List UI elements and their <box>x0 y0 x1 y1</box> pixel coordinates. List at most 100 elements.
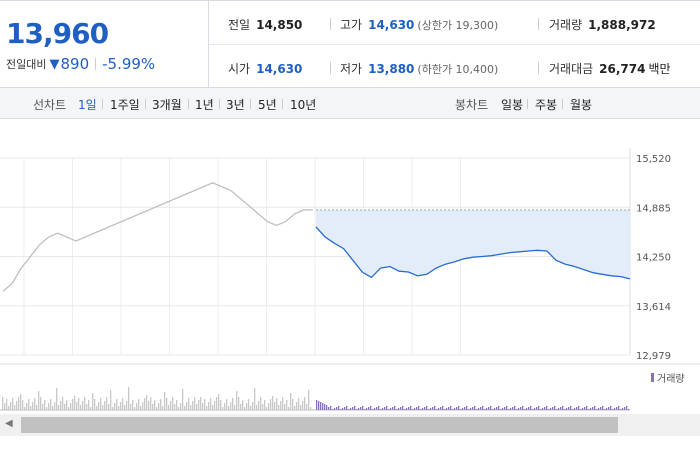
divider <box>102 99 103 109</box>
scroll-thumb[interactable] <box>21 417 618 433</box>
volume-bar <box>546 406 548 410</box>
volume-bar <box>216 397 218 410</box>
volume-bar <box>534 408 536 410</box>
volume-bar <box>96 406 98 410</box>
volume-bar <box>600 407 602 410</box>
volume-bar <box>568 407 570 410</box>
volume-bar <box>616 407 618 410</box>
volume-bar <box>188 398 190 410</box>
price-box: 13,960 전일대비 ▼ 890 -5.99% <box>0 1 209 87</box>
amount-stat: 거래대금 26,774 백만 <box>549 60 671 77</box>
volume-bar <box>224 403 226 410</box>
volume-bar <box>28 399 30 410</box>
volume-bar <box>504 407 506 410</box>
volume-bar <box>332 409 334 410</box>
tab-3m[interactable]: 3개월 <box>152 98 182 112</box>
volume-bar <box>566 408 568 410</box>
tab-10y[interactable]: 10년 <box>290 98 317 112</box>
volume-bar <box>2 397 4 410</box>
volume-bar <box>484 409 486 410</box>
volume-bar <box>32 402 34 410</box>
volume-bar <box>78 398 80 410</box>
volume-bar <box>172 397 174 410</box>
tab-3y[interactable]: 3년 <box>226 98 245 112</box>
volume-bar <box>524 409 526 410</box>
volume-bar <box>486 408 488 410</box>
scroll-left-icon[interactable]: ◀ <box>5 418 13 429</box>
volume-bar <box>294 406 296 410</box>
amount-unit: 백만 <box>648 62 671 76</box>
volume-bar <box>180 403 182 410</box>
volume-bar <box>120 402 122 410</box>
volume-bar <box>316 400 318 410</box>
divider <box>330 18 331 30</box>
volume-bar <box>226 399 228 410</box>
volume-bar <box>296 402 298 410</box>
prev-close-stat: 전일 14,850 <box>228 16 302 33</box>
volume-bar <box>462 408 464 410</box>
chart-tabs: 선차트 1일 1주일 3개월 1년 3년 5년 10년 봉차트 일봉 주봉 월봉 <box>0 88 700 119</box>
volume-bar <box>238 397 240 410</box>
volume-bar <box>590 408 592 410</box>
volume-bar <box>344 407 346 410</box>
volume-bar <box>610 406 612 410</box>
volume-bar <box>76 402 78 410</box>
volume-bar <box>384 407 386 410</box>
volume-bar <box>112 407 114 410</box>
tab-1d[interactable]: 1일 <box>78 98 97 112</box>
volume-bar <box>54 402 56 410</box>
volume-bar <box>236 391 238 410</box>
volume-bar <box>472 407 474 410</box>
volume-bar <box>458 406 460 410</box>
volume-bar <box>178 407 180 410</box>
volume-bar <box>422 408 424 410</box>
volume-bar <box>360 407 362 410</box>
volume-bar <box>614 408 616 410</box>
volume-bar <box>356 409 358 410</box>
volume-bar <box>580 409 582 410</box>
volume-bar <box>488 407 490 410</box>
volume-bar <box>26 403 28 410</box>
volume-bar <box>60 401 62 410</box>
volume-bar <box>428 409 430 410</box>
volume-bar <box>338 406 340 410</box>
volume-bar <box>628 409 630 410</box>
volume-bar <box>478 408 480 410</box>
volume-bar <box>512 407 514 410</box>
change-percent: -5.99% <box>102 55 156 73</box>
volume-bar <box>300 405 302 410</box>
volume-bar <box>558 408 560 410</box>
chart-scrollbar[interactable]: ◀ <box>0 414 700 436</box>
lower-limit: (하한가 10,400) <box>417 63 499 76</box>
stats-divider <box>208 44 700 45</box>
volume-bar <box>482 406 484 410</box>
tab-monthly[interactable]: 월봉 <box>570 98 593 112</box>
open-value: 14,630 <box>256 62 303 76</box>
volume-bar <box>90 407 92 410</box>
volume-bar <box>350 408 352 410</box>
volume-bar <box>444 409 446 410</box>
volume-bar <box>330 406 332 410</box>
volume-bar <box>528 407 530 410</box>
volume-bar <box>222 407 224 410</box>
volume-bar <box>92 393 94 410</box>
tab-1y[interactable]: 1년 <box>195 98 214 112</box>
tab-daily[interactable]: 일봉 <box>501 98 524 112</box>
volume-bar <box>198 400 200 410</box>
volume-bar <box>146 395 148 410</box>
tab-1w[interactable]: 1주일 <box>110 98 140 112</box>
high-stat: 고가 14,630 (상한가 19,300) <box>340 16 498 33</box>
divider <box>145 99 146 109</box>
volume-bar <box>132 400 134 410</box>
volume-bar <box>620 409 622 410</box>
tab-weekly[interactable]: 주봉 <box>535 98 558 112</box>
tab-5y[interactable]: 5년 <box>258 98 277 112</box>
volume-bar <box>364 409 366 410</box>
volume-bar <box>588 409 590 410</box>
volume-bar <box>44 400 46 410</box>
volume-bar <box>254 388 256 410</box>
volume-bar <box>386 406 388 410</box>
volume-bar <box>12 398 14 410</box>
volume-bar <box>382 408 384 410</box>
volume-legend-swatch <box>651 373 654 382</box>
